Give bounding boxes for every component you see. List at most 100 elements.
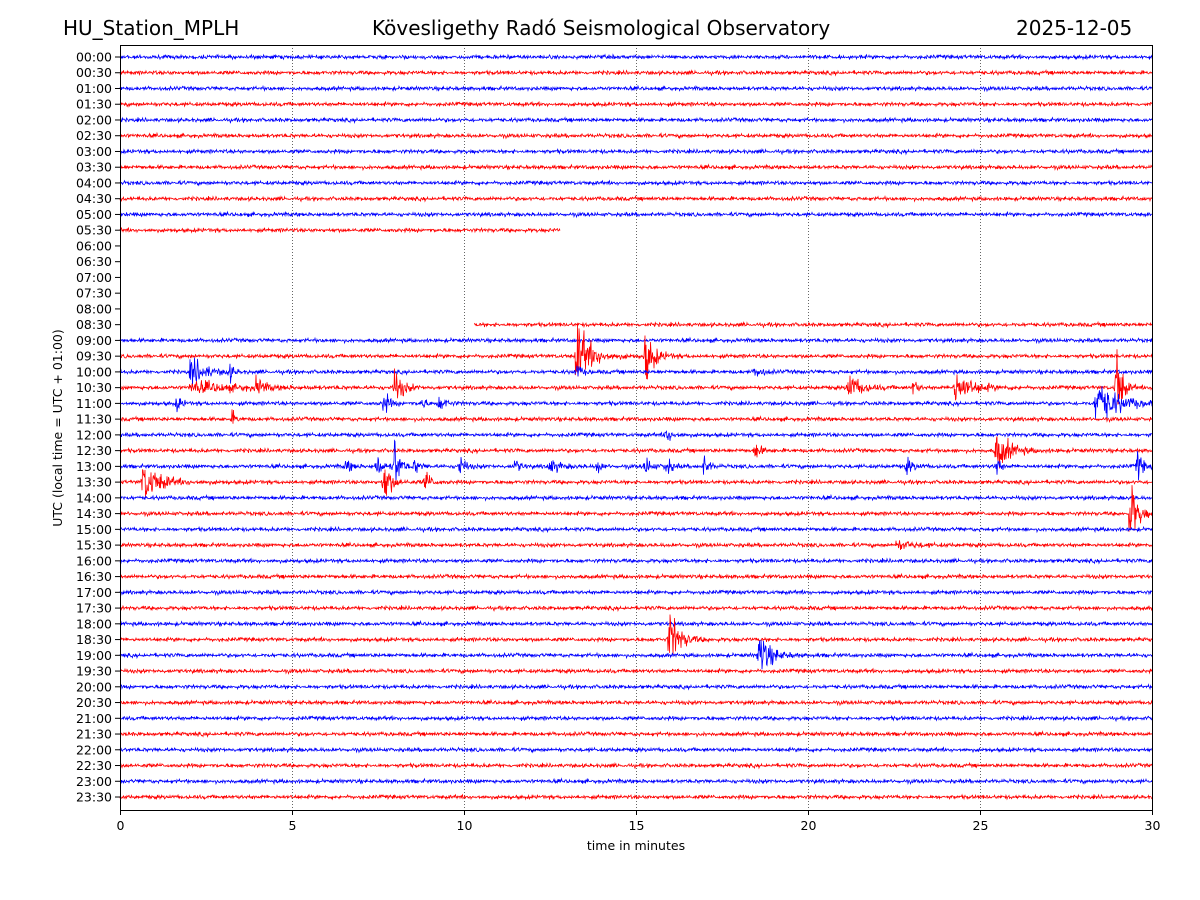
chart-title: Kövesligethy Radó Seismological Observat…	[372, 16, 831, 40]
y-tick-label: 14:00	[76, 490, 112, 505]
x-tick-label: 25	[973, 818, 989, 833]
trace-2200	[119, 746, 1153, 754]
trace-0030	[119, 68, 1153, 77]
y-tick-label: 17:30	[76, 601, 112, 616]
x-axis-label: time in minutes	[587, 838, 685, 853]
trace-0230	[119, 131, 1153, 140]
trace-1030	[119, 349, 1153, 405]
y-tick-label: 15:30	[76, 538, 112, 553]
trace-1100	[119, 386, 1153, 419]
trace-2000	[119, 683, 1153, 691]
x-tick-label: 20	[801, 818, 817, 833]
y-tick-label: 23:30	[76, 790, 112, 805]
x-tick-label: 30	[1145, 818, 1161, 833]
trace-1530	[119, 540, 1153, 551]
y-tick-label: 04:00	[76, 175, 112, 190]
y-tick-label: 03:30	[76, 160, 112, 175]
y-tick-label: 07:30	[76, 286, 112, 301]
y-tick-label: 19:00	[76, 648, 112, 663]
y-tick-label: 21:30	[76, 727, 112, 742]
plot-frame	[120, 45, 1153, 811]
y-tick-label: 11:00	[76, 396, 112, 411]
y-tick-label: 03:00	[76, 144, 112, 159]
y-tick-label: 10:00	[76, 364, 112, 379]
trace-0430	[119, 194, 1153, 203]
y-tick-label: 18:30	[76, 632, 112, 647]
trace-1500	[119, 525, 1153, 534]
y-tick-label: 16:30	[76, 569, 112, 584]
y-tick-label: 08:00	[76, 301, 112, 316]
trace-1700	[119, 588, 1153, 597]
y-tick-label: 10:30	[76, 380, 112, 395]
y-tick-label: 14:30	[76, 506, 112, 521]
y-tick-label: 09:00	[76, 333, 112, 348]
trace-2330	[119, 793, 1153, 801]
y-tick-label: 04:30	[76, 191, 112, 206]
trace-2300	[119, 777, 1153, 786]
y-tick-label: 20:00	[76, 679, 112, 694]
trace-2230	[119, 761, 1153, 770]
trace-0300	[119, 147, 1153, 156]
y-tick-label: 11:30	[76, 412, 112, 427]
trace-0830	[474, 320, 1153, 329]
y-tick-label: 12:00	[76, 427, 112, 442]
y-axis-label: UTC (local time = UTC + 01:00)	[50, 329, 65, 527]
date-label: 2025-12-05	[1016, 16, 1133, 40]
trace-1830	[119, 614, 1153, 657]
y-tick-label: 06:30	[76, 254, 112, 269]
y-tick-label: 02:30	[76, 128, 112, 143]
y-tick-label: 18:00	[76, 616, 112, 631]
trace-1900	[119, 639, 1153, 670]
trace-1130	[119, 409, 1153, 424]
y-tick-label: 22:30	[76, 758, 112, 773]
trace-1200	[119, 430, 1153, 441]
trace-0130	[119, 100, 1153, 108]
trace-0000	[119, 53, 1153, 61]
x-tick-label: 5	[289, 818, 297, 833]
trace-0930	[119, 323, 1153, 380]
trace-0100	[119, 84, 1153, 93]
y-tick-label: 09:30	[76, 349, 112, 364]
y-tick-label: 05:30	[76, 223, 112, 238]
trace-1800	[119, 619, 1153, 628]
y-tick-label: 02:00	[76, 112, 112, 127]
trace-0900	[119, 336, 1153, 345]
y-tick-label: 07:00	[76, 270, 112, 285]
y-tick-label: 05:00	[76, 207, 112, 222]
trace-0500	[119, 210, 1153, 219]
y-tick-label: 13:00	[76, 459, 112, 474]
y-tick-label: 00:30	[76, 65, 112, 80]
trace-2130	[120, 730, 1153, 738]
trace-2030	[119, 698, 1153, 707]
y-tick-label: 17:00	[76, 585, 112, 600]
x-tick-label: 0	[117, 818, 125, 833]
trace-1330	[119, 468, 1153, 497]
y-tick-label: 21:00	[76, 711, 112, 726]
y-tick-label: 01:30	[76, 97, 112, 112]
x-tick-label: 10	[457, 818, 473, 833]
y-tick-label: 16:00	[76, 553, 112, 568]
trace-1300	[119, 439, 1153, 483]
y-tick-label: 01:00	[76, 81, 112, 96]
trace-2100	[119, 714, 1153, 723]
y-tick-label: 00:00	[76, 50, 112, 65]
trace-0400	[119, 179, 1153, 187]
trace-0330	[119, 163, 1153, 172]
y-tick-label: 06:00	[76, 238, 112, 253]
trace-1000	[119, 357, 1153, 388]
y-tick-label: 12:30	[76, 443, 112, 458]
trace-1630	[119, 572, 1153, 581]
y-tick-label: 22:00	[76, 742, 112, 757]
trace-1430	[119, 485, 1153, 532]
trace-1400	[119, 493, 1153, 502]
station-label: HU_Station_MPLH	[63, 16, 240, 40]
y-tick-label: 23:00	[76, 774, 112, 789]
trace-1600	[119, 557, 1153, 565]
y-tick-label: 08:30	[76, 317, 112, 332]
trace-1730	[119, 604, 1153, 613]
y-tick-label: 20:30	[76, 695, 112, 710]
y-tick-label: 15:00	[76, 522, 112, 537]
x-tick-label: 15	[629, 818, 645, 833]
trace-1230	[119, 436, 1153, 469]
